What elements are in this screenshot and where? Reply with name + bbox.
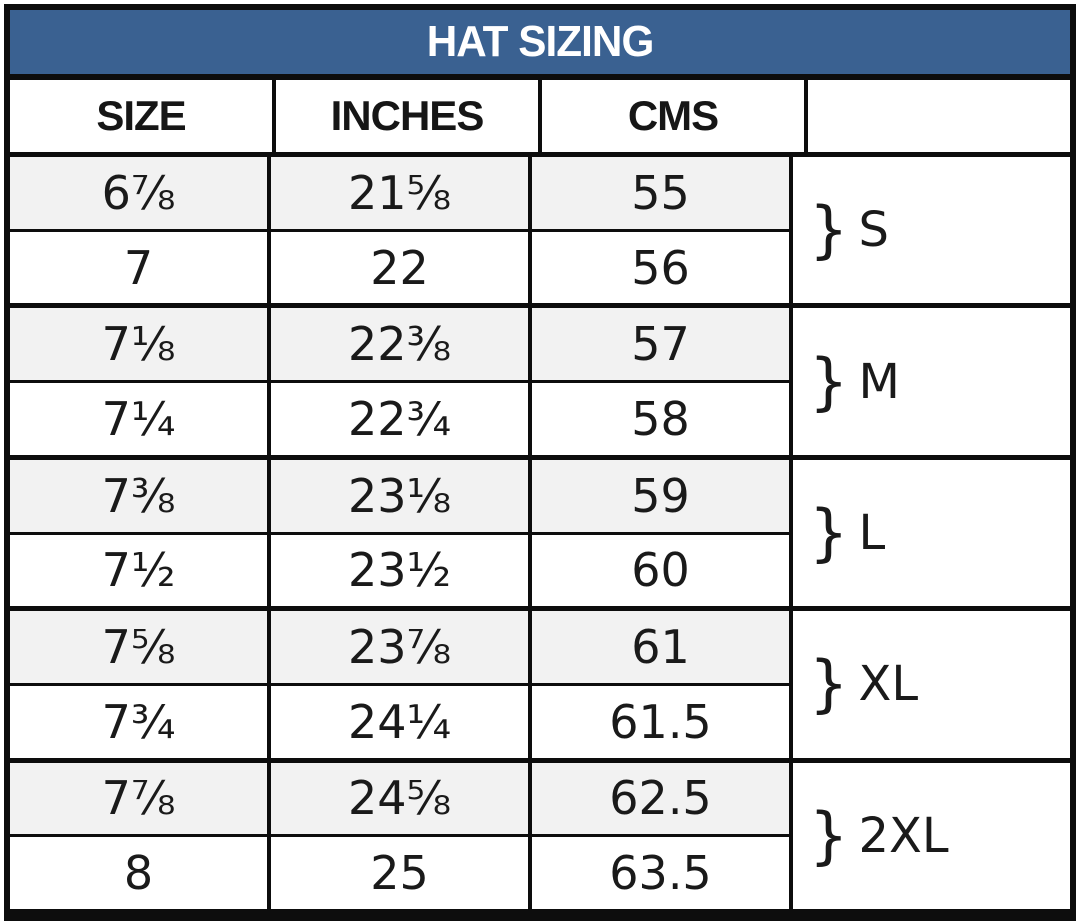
column-header-group <box>808 80 1070 152</box>
brace-icon: } <box>809 344 849 418</box>
inches-cell: 22 <box>271 231 532 304</box>
size-group-l: 7⅜ 23⅛ 59 7½ 23½ 60} L <box>10 454 1070 607</box>
size-group-m: 7⅛ 22⅜ 57 7¼ 22¾ 58} M <box>10 303 1070 455</box>
group-label: S <box>858 202 889 259</box>
table-row: 7½ 23½ 60 <box>10 531 793 607</box>
group-rows: 7⅛ 22⅜ 57 7¼ 22¾ 58 <box>10 308 793 455</box>
size-cell: 7⅞ <box>10 762 271 835</box>
table-title: HAT SIZING <box>426 17 655 66</box>
group-rows: 7⅞ 24⅝ 62.5 8 25 63.5 <box>10 762 793 910</box>
cms-cell: 59 <box>532 459 793 532</box>
group-rows: 6⅞ 21⅝ 55 7 22 56 <box>10 157 793 304</box>
size-group-2xl: 7⅞ 24⅝ 62.5 8 25 63.5} 2XL <box>10 757 1070 910</box>
table-row: 7¼ 22¾ 58 <box>10 380 793 455</box>
column-header-inches: INCHES <box>276 80 542 152</box>
column-header-size: SIZE <box>10 80 276 152</box>
inches-cell: 25 <box>271 837 532 910</box>
group-label-cell: } 2XL <box>793 762 1070 910</box>
cms-cell: 57 <box>532 308 793 381</box>
group-label-cell: } S <box>793 157 1070 304</box>
group-label-cell: } L <box>793 459 1070 607</box>
cms-cell: 63.5 <box>532 837 793 910</box>
table-row: 6⅞ 21⅝ 55 <box>10 157 793 229</box>
header-row: SIZE INCHES CMS <box>10 80 1070 157</box>
size-cell: 7⅛ <box>10 308 271 381</box>
inches-cell: 22⅜ <box>271 308 532 381</box>
brace-icon: } <box>809 647 849 721</box>
size-cell: 7⅜ <box>10 459 271 532</box>
group-label: L <box>858 505 886 562</box>
cms-cell: 60 <box>532 534 793 607</box>
table-title-bar: HAT SIZING <box>10 10 1070 80</box>
size-cell: 7⅝ <box>10 611 271 683</box>
cms-cell: 58 <box>532 383 793 455</box>
inches-cell: 23⅛ <box>271 459 532 532</box>
size-cell: 7¼ <box>10 383 271 455</box>
table-body: 6⅞ 21⅝ 55 7 22 56} S 7⅛ 22⅜ 57 7¼ 22¾ 58} M 7⅜ 23⅛ 59 7½ 2… <box>10 157 1070 910</box>
cms-cell: 62.5 <box>532 762 793 835</box>
group-label: M <box>858 353 900 410</box>
table-row: 7¾ 24¼ 61.5 <box>10 682 793 758</box>
size-cell: 7 <box>10 231 271 304</box>
inches-cell: 24¼ <box>271 685 532 758</box>
table-row: 7⅛ 22⅜ 57 <box>10 308 793 381</box>
group-label-cell: } XL <box>793 611 1070 758</box>
cms-cell: 61.5 <box>532 685 793 758</box>
table-row: 8 25 63.5 <box>10 834 793 910</box>
table-frame: HAT SIZING SIZE INCHES CMS 6⅞ 21⅝ 55 7 22 56} S 7… <box>4 4 1076 921</box>
inches-cell: 23½ <box>271 534 532 607</box>
group-rows: 7⅝ 23⅞ 61 7¾ 24¼ 61.5 <box>10 611 793 758</box>
size-group-xl: 7⅝ 23⅞ 61 7¾ 24¼ 61.5} XL <box>10 606 1070 758</box>
brace-icon: } <box>809 193 849 267</box>
inches-cell: 23⅞ <box>271 611 532 683</box>
column-header-cms: CMS <box>542 80 808 152</box>
inches-cell: 22¾ <box>271 383 532 455</box>
cms-cell: 61 <box>532 611 793 683</box>
size-cell: 8 <box>10 837 271 910</box>
size-cell: 7¾ <box>10 685 271 758</box>
size-cell: 6⅞ <box>10 157 271 229</box>
table-row: 7⅜ 23⅛ 59 <box>10 459 793 532</box>
brace-icon: } <box>809 798 849 872</box>
group-label: XL <box>858 656 919 713</box>
group-rows: 7⅜ 23⅛ 59 7½ 23½ 60 <box>10 459 793 607</box>
cms-cell: 56 <box>532 231 793 304</box>
size-group-s: 6⅞ 21⅝ 55 7 22 56} S <box>10 157 1070 304</box>
inches-cell: 21⅝ <box>271 157 532 229</box>
table-row: 7 22 56 <box>10 228 793 304</box>
size-cell: 7½ <box>10 534 271 607</box>
cms-cell: 55 <box>532 157 793 229</box>
brace-icon: } <box>809 496 849 570</box>
group-label: 2XL <box>858 807 949 864</box>
table-row: 7⅝ 23⅞ 61 <box>10 611 793 683</box>
table-row: 7⅞ 24⅝ 62.5 <box>10 762 793 835</box>
group-label-cell: } M <box>793 308 1070 455</box>
inches-cell: 24⅝ <box>271 762 532 835</box>
